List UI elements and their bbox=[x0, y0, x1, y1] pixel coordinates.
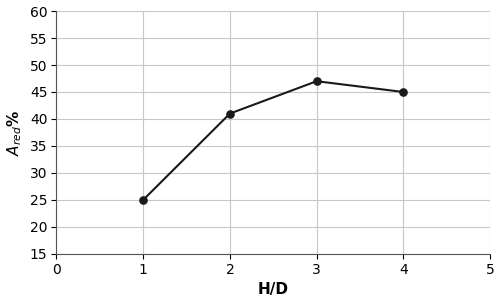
X-axis label: H/D: H/D bbox=[258, 282, 289, 298]
Y-axis label: $A_{red}$%: $A_{red}$% bbox=[6, 109, 25, 155]
